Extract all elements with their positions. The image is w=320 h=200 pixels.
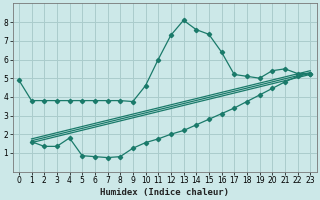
X-axis label: Humidex (Indice chaleur): Humidex (Indice chaleur) xyxy=(100,188,229,197)
